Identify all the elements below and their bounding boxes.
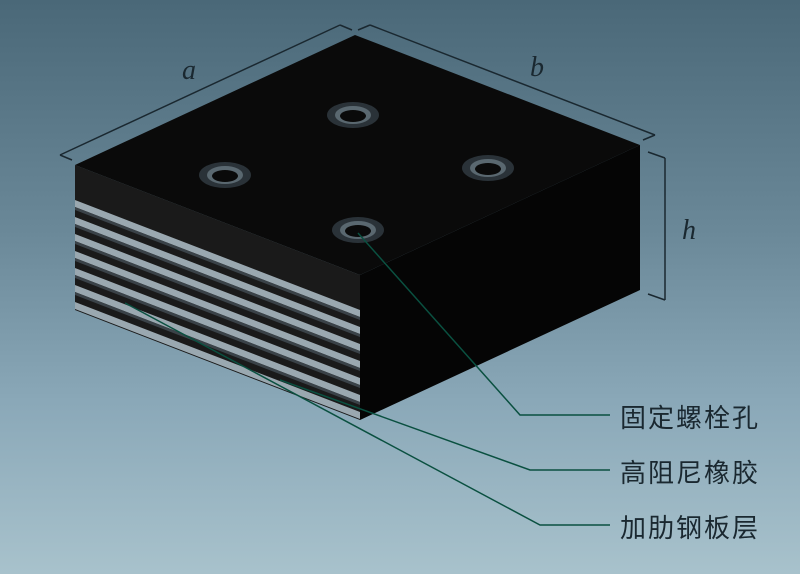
bolt-hole-4 [332, 217, 384, 243]
label-bolt-hole: 固定螺栓孔 [620, 398, 760, 435]
bolt-hole-3 [462, 155, 514, 181]
label-rubber: 高阻尼橡胶 [620, 453, 760, 490]
dim-b: b [530, 52, 544, 84]
bolt-hole-2 [199, 162, 251, 188]
label-steel: 加肋钢板层 [620, 508, 760, 545]
dim-a: a [182, 55, 196, 87]
dim-h: h [682, 215, 696, 247]
bolt-hole-1 [327, 102, 379, 128]
